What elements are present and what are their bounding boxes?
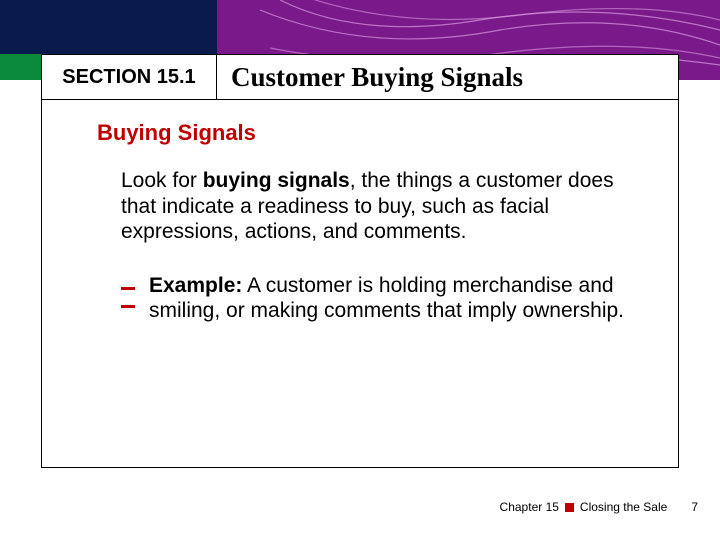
subheading: Buying Signals <box>97 120 635 146</box>
footer-title: Closing the Sale <box>580 500 667 514</box>
footer-square-icon <box>565 503 574 512</box>
para-prefix: Look for <box>121 169 203 192</box>
footer-page: 7 <box>691 500 698 514</box>
section-tab: SECTION 15.1 <box>41 54 217 100</box>
example-text: Example: A customer is holding merchandi… <box>149 273 635 324</box>
para-term: buying signals <box>203 169 350 192</box>
footer-chapter: Chapter 15 <box>500 500 559 514</box>
example-label: Example: <box>149 274 242 297</box>
page-title: Customer Buying Signals <box>231 62 523 93</box>
example-bullet: Example: A customer is holding merchandi… <box>121 273 635 324</box>
section-label: SECTION 15.1 <box>62 66 195 89</box>
body-content: Buying Signals Look for buying signals, … <box>41 100 679 324</box>
equals-icon <box>121 273 149 324</box>
title-bar: Customer Buying Signals <box>217 54 679 100</box>
intro-paragraph: Look for buying signals, the things a cu… <box>121 168 635 245</box>
footer: Chapter 15 Closing the Sale 7 <box>500 500 698 514</box>
